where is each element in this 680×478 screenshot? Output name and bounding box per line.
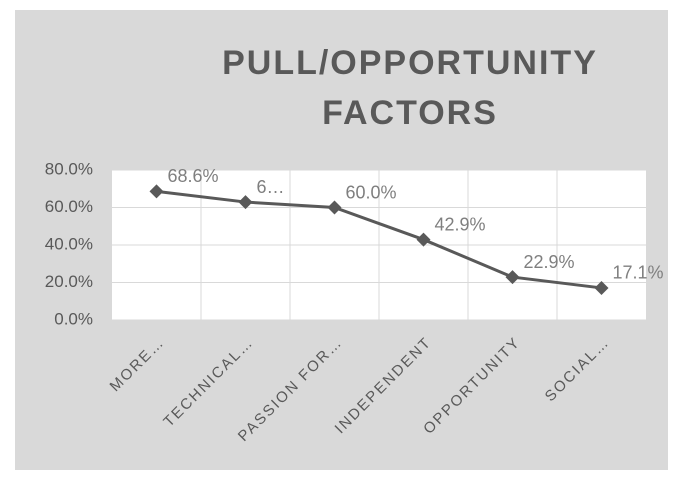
data-line bbox=[156, 189, 602, 290]
x-tick-label: TECHNICAL… bbox=[160, 334, 257, 431]
x-tick-label: MORE… bbox=[107, 334, 169, 396]
data-label: 22.9% bbox=[524, 252, 575, 272]
y-tick-label: 0.0% bbox=[54, 309, 93, 328]
y-tick-label: 40.0% bbox=[45, 234, 93, 253]
data-point bbox=[416, 232, 431, 247]
x-tick-label: SOCIAL… bbox=[542, 334, 613, 405]
chart-title: PULL/OPPORTUNITY FACTORS bbox=[222, 44, 598, 132]
data-point bbox=[505, 270, 520, 285]
y-tick-label: 80.0% bbox=[45, 159, 93, 178]
data-label: 68.6% bbox=[168, 166, 219, 186]
y-tick-label: 60.0% bbox=[45, 197, 93, 216]
data-label: 17.1% bbox=[613, 263, 664, 283]
data-label: 6… bbox=[257, 177, 285, 197]
data-point bbox=[594, 280, 609, 295]
y-tick-label: 20.0% bbox=[45, 272, 93, 291]
x-tick-label: OPPORTUNITY bbox=[420, 334, 524, 438]
data-point bbox=[238, 195, 253, 210]
data-label: 60.0% bbox=[346, 182, 397, 202]
x-tick-label: INDEPENDENT bbox=[332, 334, 436, 438]
data-point bbox=[149, 184, 164, 199]
data-point bbox=[327, 200, 342, 215]
data-label: 42.9% bbox=[435, 214, 486, 234]
